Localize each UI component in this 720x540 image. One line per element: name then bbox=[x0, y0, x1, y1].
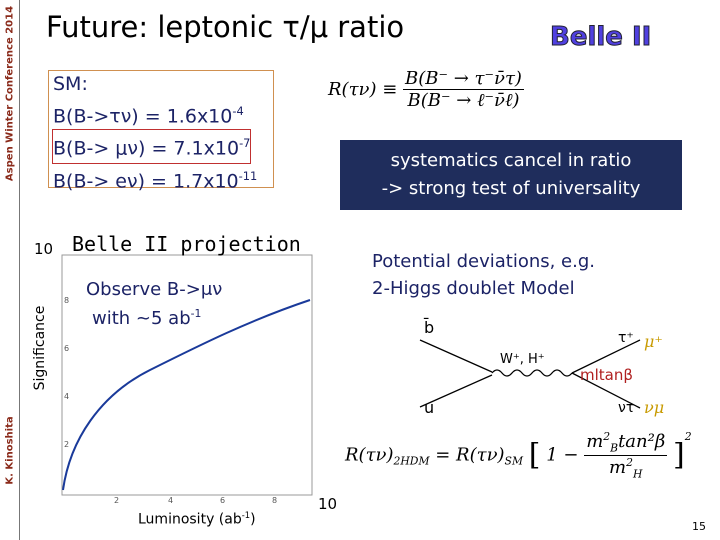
x-tick: 8 bbox=[272, 496, 278, 505]
diagram-label: μ⁺ bbox=[644, 332, 663, 351]
note-box: systematics cancel in ratio -> strong te… bbox=[340, 140, 682, 210]
y-tick: 8 bbox=[64, 296, 70, 305]
x-right: 10 bbox=[318, 495, 338, 513]
deviations-line: Potential deviations, e.g. bbox=[372, 251, 596, 272]
x-label: Luminosity (ab-1) bbox=[138, 510, 256, 528]
sm-box: SM: B(B->τν) = 1.6x10-4 B(B-> μν) = 7.1x… bbox=[48, 70, 274, 192]
f-lhs: R(τν) bbox=[345, 444, 394, 466]
f-den: m2H bbox=[584, 456, 667, 481]
f-fraction: m2Btan²β m2H bbox=[584, 430, 668, 481]
sm-text: B(B->τν) = 1.6x10 bbox=[53, 105, 233, 128]
logo: Belle II bbox=[549, 22, 652, 53]
deviations-line: 2-Higgs doublet Model bbox=[372, 278, 575, 299]
sm-text: B(B-> μν) = 7.1x10 bbox=[53, 137, 240, 160]
ratio-fraction: B(B⁻ → τ⁻ν̄τ) B(B⁻ → ℓ⁻ν̄ℓ) bbox=[403, 68, 524, 111]
x-label-text: Luminosity (ab bbox=[138, 511, 242, 528]
diagram-label: W⁺, H⁺ bbox=[500, 352, 545, 367]
y-top: 10 bbox=[34, 240, 54, 258]
f-close: ] bbox=[673, 437, 685, 473]
sm-label: SM: bbox=[53, 73, 88, 95]
f-rhs-sub: SM bbox=[504, 454, 523, 468]
formula-2hdm: R(τν)2HDM = R(τν)SM [ 1 − m2Btan²β m2H ]2 bbox=[345, 430, 692, 480]
annotation-sup: -1 bbox=[190, 307, 202, 320]
f-den-sup: 2 bbox=[626, 455, 633, 469]
annotation: Observe B->μν with ~5 ab-1 bbox=[86, 278, 222, 331]
f-num-m: m bbox=[586, 431, 604, 452]
ratio-lhs: R(τν) ≡ bbox=[328, 79, 398, 100]
f-num-sup: 2 bbox=[603, 430, 611, 443]
plot-title: Belle II projection bbox=[72, 232, 301, 256]
x-label-end: ) bbox=[250, 511, 256, 528]
x-tick: 2 bbox=[114, 496, 120, 505]
x-tick: 4 bbox=[168, 496, 174, 505]
deviations: Potential deviations, e.g. 2-Higgs doubl… bbox=[372, 248, 595, 302]
f-open: [ bbox=[528, 437, 541, 473]
denominator: B(B⁻ → ℓ⁻ν̄ℓ) bbox=[407, 90, 520, 111]
numerator: B(B⁻ → τ⁻ν̄τ) bbox=[403, 68, 524, 90]
page-number: 15 bbox=[692, 520, 706, 533]
sm-exp: -7 bbox=[239, 136, 251, 151]
plot-frame bbox=[61, 254, 313, 496]
sm-line: B(B-> μν) = 7.1x10-7 bbox=[51, 129, 252, 164]
sm-line: B(B-> eν) = 1.7x10-11 bbox=[53, 163, 273, 195]
diagram-label: mltanβ bbox=[580, 366, 633, 384]
sm-line: B(B->τν) = 1.6x10-4 bbox=[53, 98, 273, 130]
f-num-rest: tan²β bbox=[618, 431, 666, 452]
y-tick: 6 bbox=[64, 344, 70, 353]
y-tick: 2 bbox=[64, 440, 70, 449]
f-close-sup: 2 bbox=[684, 430, 692, 443]
y-label: Significance bbox=[32, 305, 48, 391]
f-den-m: m bbox=[609, 456, 627, 478]
sidebar bbox=[0, 0, 20, 540]
f-eq: = R(τν) bbox=[435, 444, 505, 466]
diagram-label: τ⁺ bbox=[618, 330, 634, 346]
annotation-text: with ~5 ab bbox=[92, 308, 191, 329]
diagram-label: νμ bbox=[644, 398, 665, 417]
sm-exp: -11 bbox=[238, 168, 258, 183]
significance-curve bbox=[62, 299, 311, 491]
f-num-sub: B bbox=[610, 441, 619, 455]
diagram-label: u bbox=[424, 398, 435, 417]
ratio-formula: R(τν) ≡ B(B⁻ → τ⁻ν̄τ) B(B⁻ → ℓ⁻ν̄ℓ) bbox=[328, 68, 524, 111]
sm-text: B(B-> eν) = 1.7x10 bbox=[53, 169, 239, 192]
x-label-sup: -1 bbox=[241, 510, 251, 520]
title: Future: leptonic τ/μ ratio bbox=[46, 10, 405, 44]
y-tick: 4 bbox=[64, 392, 70, 401]
f-den-sub: H bbox=[632, 467, 643, 481]
x-tick: 6 bbox=[220, 496, 226, 505]
note-line: -> strong test of universality bbox=[381, 178, 641, 199]
f-one-minus: 1 − bbox=[546, 444, 579, 466]
f-num: m2Btan²β bbox=[584, 430, 668, 456]
diagram-label: b̄ bbox=[424, 318, 435, 337]
note-line: systematics cancel in ratio bbox=[390, 150, 632, 171]
f-lhs-sub: 2HDM bbox=[393, 454, 430, 468]
sm-exp: -4 bbox=[232, 104, 244, 118]
diagram-label: ντ bbox=[618, 400, 635, 416]
annotation-line: with ~5 ab-1 bbox=[86, 302, 222, 331]
annotation-line: Observe B->μν bbox=[86, 279, 223, 300]
feynman-diagram bbox=[419, 339, 641, 409]
